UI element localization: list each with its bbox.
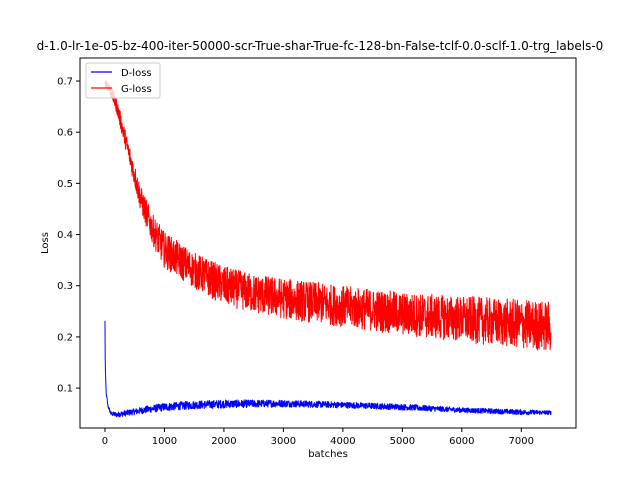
plot-frame: [79, 57, 577, 429]
x-tick-label: 7000: [509, 436, 534, 447]
legend: D-loss G-loss: [85, 62, 161, 99]
plot-area: [104, 79, 552, 418]
legend-label-g-loss: G-loss: [121, 84, 152, 95]
legend-label-d-loss: D-loss: [121, 68, 152, 79]
y-tick-label: 0.5: [57, 179, 73, 190]
x-tick-label: 0: [102, 436, 108, 447]
x-tick-label: 6000: [449, 436, 474, 447]
x-tick-label: 1000: [152, 436, 177, 447]
series-line-d-loss: [104, 320, 552, 418]
y-tick-label: 0.6: [57, 128, 73, 139]
x-axis-label: batches: [308, 449, 348, 460]
y-tick-label: 0.7: [57, 77, 73, 88]
chart-title: d-1.0-lr-1e-05-bz-400-iter-50000-scr-Tru…: [37, 39, 604, 53]
x-tick-label: 4000: [330, 436, 355, 447]
y-tick-label: 0.4: [57, 230, 73, 241]
y-axis-label: Loss: [40, 232, 51, 254]
x-tick-label: 3000: [271, 436, 296, 447]
x-tick-label: 5000: [390, 436, 415, 447]
y-tick-label: 0.2: [57, 332, 73, 343]
y-tick-label: 0.1: [57, 384, 73, 395]
series-line-g-loss: [104, 79, 552, 351]
x-axis-ticks: 0 1000 2000 3000 4000 5000 6000 7000: [102, 428, 534, 447]
y-axis-ticks: 0.1 0.2 0.3 0.4 0.5 0.6 0.7: [57, 77, 80, 395]
x-tick-label: 2000: [211, 436, 236, 447]
y-tick-label: 0.3: [57, 281, 73, 292]
